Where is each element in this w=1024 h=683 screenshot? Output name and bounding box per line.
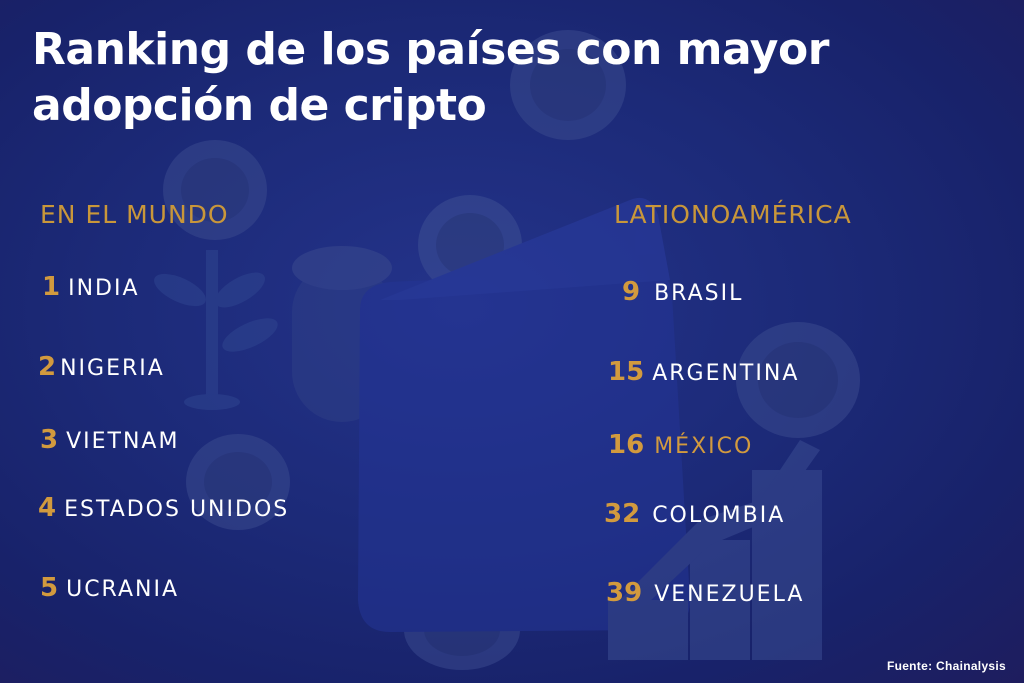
country-name: NIGERIA — [60, 356, 165, 381]
list-item: 15 ARGENTINA — [608, 357, 799, 387]
rank-number: 15 — [608, 357, 645, 387]
rank-number: 39 — [606, 578, 643, 608]
list-item: 2 NIGERIA — [38, 352, 165, 382]
plant-icon — [154, 250, 278, 410]
country-name: COLOMBIA — [652, 503, 786, 528]
country-name: MÉXICO — [654, 434, 754, 459]
page-title: Ranking de los países con mayor adopción… — [32, 24, 829, 131]
country-name: INDIA — [68, 276, 140, 301]
coin-icon — [163, 140, 267, 240]
country-name: VENEZUELA — [654, 582, 805, 607]
country-name: UCRANIA — [66, 577, 179, 602]
list-item: 4 ESTADOS UNIDOS — [38, 493, 289, 523]
source-credit: Fuente: Chainalysis — [886, 659, 1006, 673]
list-item: 5 UCRANIA — [40, 573, 179, 603]
country-name: VIETNAM — [66, 429, 180, 454]
list-item: 9 BRASIL — [622, 277, 743, 307]
rank-number: 3 — [40, 425, 59, 455]
coin-icon — [736, 322, 860, 438]
list-item: 1 INDIA — [42, 272, 140, 302]
coin-icon — [510, 30, 626, 140]
rank-number: 32 — [604, 499, 641, 529]
rank-number: 5 — [40, 573, 59, 603]
world-heading: EN EL MUNDO — [40, 200, 229, 229]
rank-number: 1 — [42, 272, 61, 302]
list-item: 39 VENEZUELA — [606, 578, 804, 608]
country-name: ESTADOS UNIDOS — [64, 497, 290, 522]
list-item: 16 MÉXICO — [608, 430, 753, 460]
latam-heading: LATIONOAMÉRICA — [614, 200, 852, 229]
coin-icon — [186, 434, 290, 530]
rank-number: 4 — [38, 493, 57, 523]
growth-chart-icon — [608, 440, 822, 660]
list-item: 32 COLOMBIA — [604, 499, 785, 529]
country-name: ARGENTINA — [652, 361, 800, 386]
country-name: BRASIL — [654, 281, 744, 306]
list-item: 3 VIETNAM — [40, 425, 179, 455]
wallet-icon — [358, 197, 690, 632]
rank-number: 2 — [38, 352, 57, 382]
rank-number: 9 — [622, 277, 641, 307]
rank-number: 16 — [608, 430, 645, 460]
